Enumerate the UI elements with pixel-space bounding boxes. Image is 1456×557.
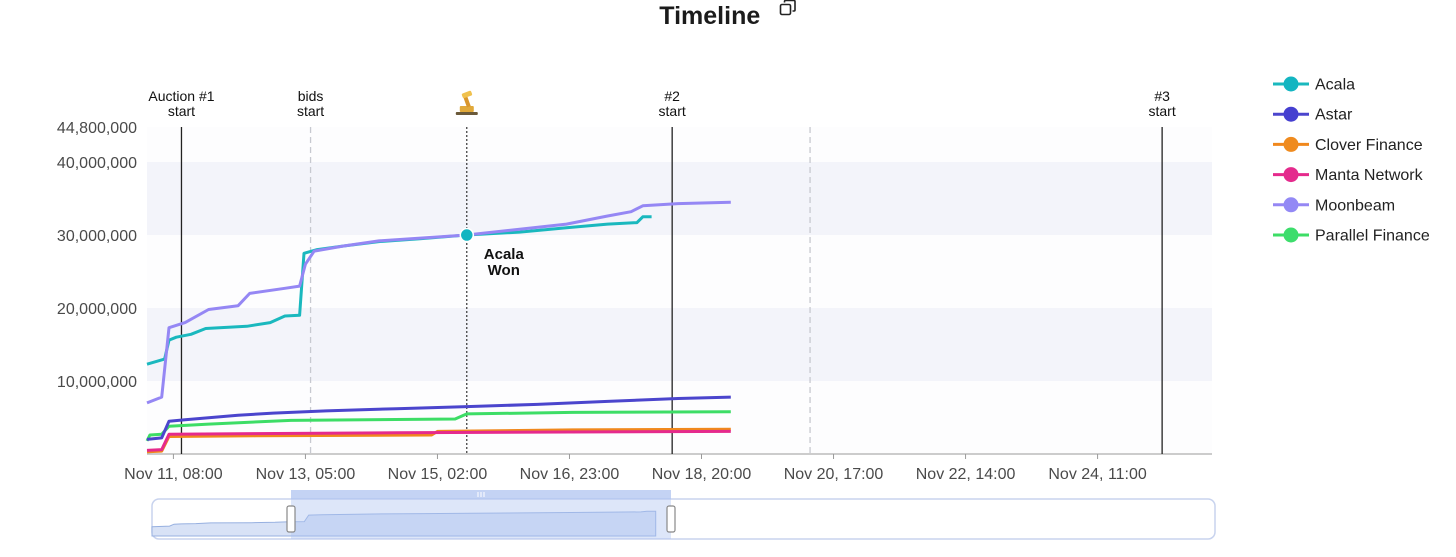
legend-item-parallel-finance[interactable]: Parallel Finance <box>1273 227 1430 245</box>
event-marker-sublabel: start <box>297 103 324 119</box>
x-tick-label: Nov 11, 08:00 <box>124 466 223 483</box>
legend-marker <box>1283 106 1299 122</box>
chart-header: Timeline <box>0 0 1456 31</box>
plot-background <box>147 127 1212 455</box>
series-line-moonbeam[interactable] <box>146 200 731 405</box>
legend-marker <box>1283 227 1299 243</box>
event-marker-sublabel: start <box>168 103 195 119</box>
legend-marker <box>1283 76 1299 92</box>
gavel-head <box>461 90 473 99</box>
legend-label: Manta Network <box>1315 167 1424 184</box>
y-tick-label: 10,000,000 <box>57 374 137 391</box>
legend-item-manta-network[interactable]: Manta Network <box>1273 167 1424 184</box>
legend-item-astar[interactable]: Astar <box>1273 106 1353 124</box>
legend-marker <box>1283 136 1299 152</box>
annotation-text-line1: Acala <box>484 246 525 263</box>
series-line-parallel-finance[interactable] <box>145 410 731 442</box>
series-line-astar[interactable] <box>146 395 731 441</box>
highlight-point[interactable] <box>459 227 475 243</box>
gavel-base <box>455 112 478 115</box>
event-marker-sublabel: start <box>659 103 686 119</box>
chart-title: Timeline <box>659 2 761 30</box>
x-tick-label: Nov 15, 02:00 <box>388 466 488 483</box>
x-axis: Nov 11, 08:00 Nov 13, 05:00 Nov 15, 02:00 N… <box>124 454 1147 483</box>
x-tick-label: Nov 22, 14:00 <box>916 466 1016 483</box>
grid-band <box>147 127 1212 163</box>
legend-marker <box>1283 197 1299 213</box>
x-tick-label: Nov 18, 20:00 <box>652 466 752 483</box>
legend-label: Moonbeam <box>1315 197 1395 214</box>
x-tick-label: Nov 24, 11:00 <box>1048 466 1147 483</box>
x-tick-label: Nov 20, 17:00 <box>784 466 884 483</box>
x-tick-label: Nov 16, 23:00 <box>520 466 620 483</box>
y-tick-label: 40,000,000 <box>57 155 137 172</box>
legend-label: Clover Finance <box>1315 137 1423 154</box>
x-tick-label: Nov 13, 05:00 <box>256 466 356 483</box>
legend-label: Astar <box>1315 107 1353 124</box>
legend-label: Parallel Finance <box>1315 228 1430 245</box>
legend-item-acala[interactable]: Acala <box>1273 76 1355 94</box>
legend-marker <box>1283 167 1299 183</box>
navigator-handle-right[interactable] <box>666 505 676 533</box>
grid-band <box>147 308 1212 382</box>
y-axis: 44,800,000 40,000,000 30,000,000 20,000,000… <box>57 120 137 391</box>
navigator-preview <box>151 510 657 537</box>
grid-band <box>147 162 1212 236</box>
navigator-handle-left[interactable] <box>286 505 296 533</box>
event-marker-sublabel: start <box>1149 103 1176 119</box>
gavel-icon <box>455 90 478 115</box>
drag-handle-icon[interactable] <box>477 492 485 497</box>
event-marker-label: bids <box>298 88 324 104</box>
copy-icon[interactable] <box>779 0 797 22</box>
series-line-acala[interactable] <box>146 215 652 366</box>
series-line-manta-network[interactable] <box>146 429 731 452</box>
gavel-block <box>459 106 474 112</box>
annotation-text-line2: Won <box>488 262 520 279</box>
y-tick-label: 20,000,000 <box>57 301 137 318</box>
legend: Acala Astar Clover Finance Manta Network Moo… <box>1273 76 1430 245</box>
y-tick-label: 30,000,000 <box>57 228 137 245</box>
legend-item-moonbeam[interactable]: Moonbeam <box>1273 197 1395 214</box>
event-marker-label: Auction #1 <box>148 88 214 104</box>
event-marker-label: #3 <box>1154 88 1170 104</box>
grid-band <box>147 235 1212 309</box>
y-tick-label: 44,800,000 <box>57 120 137 137</box>
navigator <box>151 490 1216 540</box>
event-marker-label: #2 <box>664 88 680 104</box>
legend-item-clover-finance[interactable]: Clover Finance <box>1273 136 1423 154</box>
legend-label: Acala <box>1315 77 1355 94</box>
grid-band <box>147 381 1212 454</box>
series-lines <box>145 200 731 454</box>
